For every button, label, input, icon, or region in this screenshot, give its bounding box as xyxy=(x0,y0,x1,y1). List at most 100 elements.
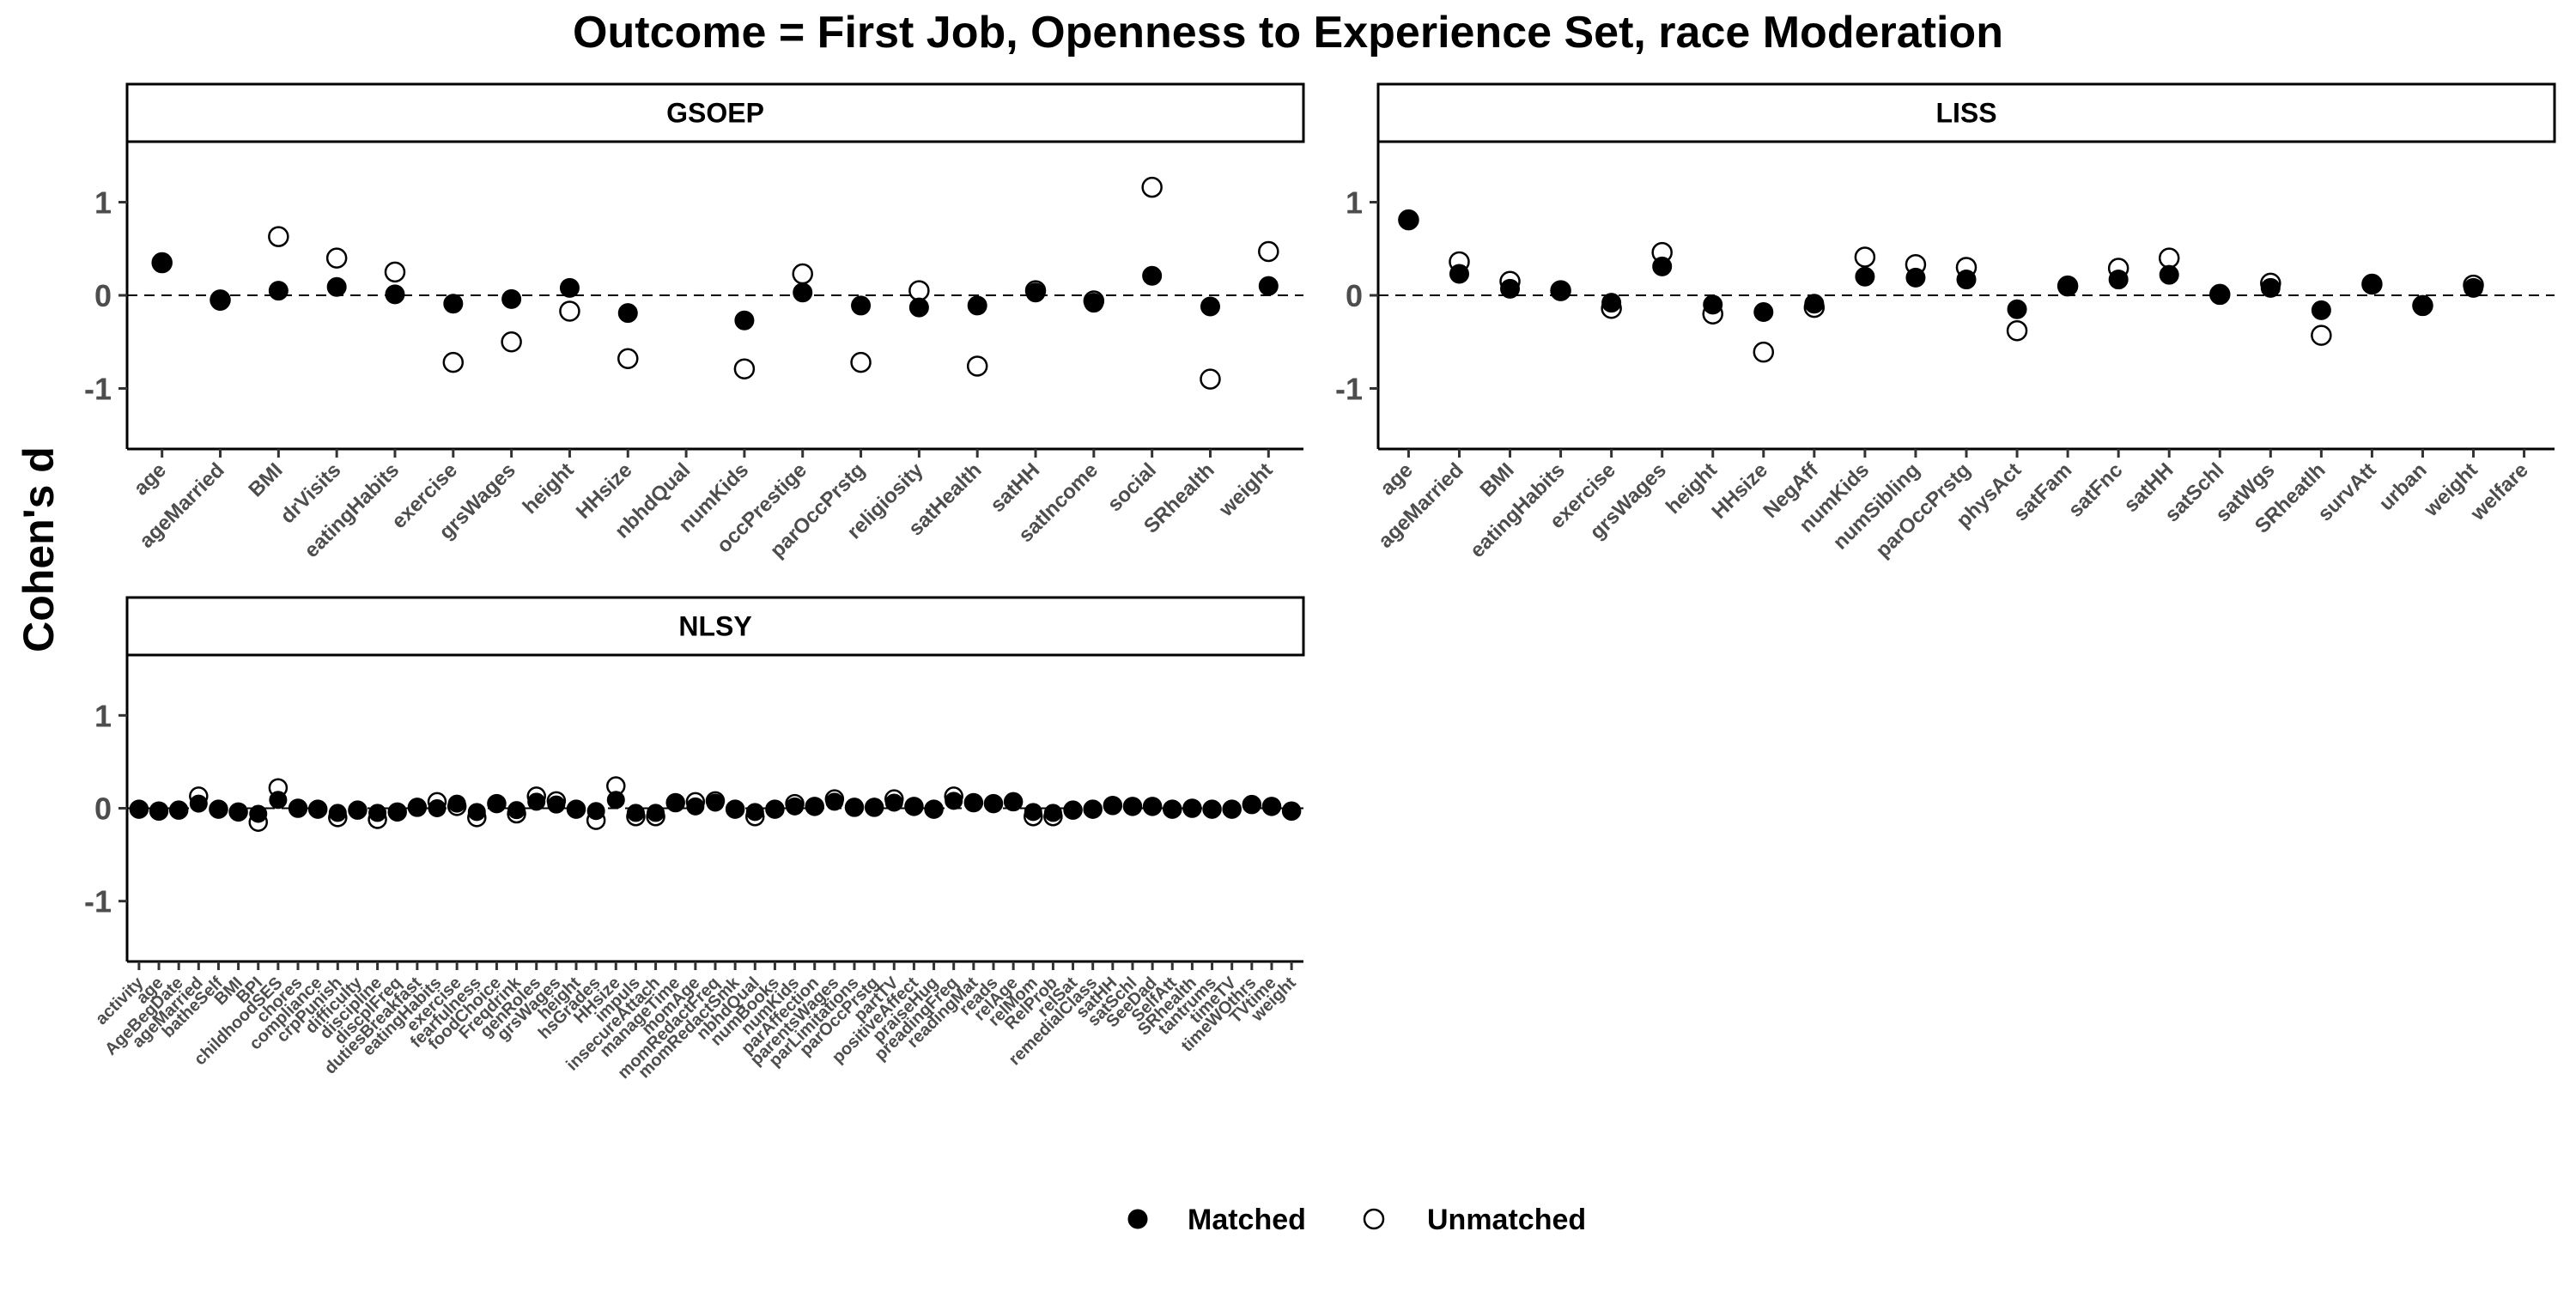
point-matched xyxy=(1123,797,1142,816)
point-unmatched xyxy=(1854,246,1876,268)
point-matched xyxy=(606,791,625,810)
x-tick-label: age xyxy=(1376,458,1417,500)
point-matched xyxy=(793,282,813,303)
point-matched xyxy=(726,800,744,819)
point-unmatched xyxy=(2311,325,2332,346)
point-matched xyxy=(1223,800,1242,819)
strip-label: NLSY xyxy=(678,611,751,642)
point-matched xyxy=(1804,294,1825,314)
y-tick-label: -1 xyxy=(84,371,112,406)
point-matched xyxy=(1103,796,1122,815)
point-matched xyxy=(1398,209,1419,230)
strip-background xyxy=(125,82,1305,143)
point-matched xyxy=(408,798,427,816)
point-matched xyxy=(152,252,173,273)
point-matched xyxy=(1182,799,1201,817)
x-tick-label: social xyxy=(1103,458,1161,516)
point-unmatched xyxy=(1141,176,1163,198)
point-matched xyxy=(626,804,645,822)
point-matched xyxy=(447,794,466,813)
point-matched xyxy=(2311,300,2331,320)
point-matched xyxy=(130,800,149,819)
point-unmatched xyxy=(908,280,930,301)
point-matched xyxy=(2464,277,2484,298)
point-matched xyxy=(559,277,580,298)
point-matched xyxy=(210,291,231,312)
point-unmatched xyxy=(442,351,465,373)
point-matched xyxy=(1043,804,1062,822)
x-tick-label: height xyxy=(519,458,579,519)
point-matched xyxy=(1084,293,1104,313)
point-matched xyxy=(1282,802,1301,821)
point-matched xyxy=(825,792,844,811)
y-tick-label: -1 xyxy=(1335,371,1363,406)
point-matched xyxy=(1064,801,1083,820)
point-matched xyxy=(1703,294,1723,315)
legend-key-unmatched xyxy=(1363,1208,1385,1230)
point-matched xyxy=(1262,797,1281,816)
legend: Matched Unmatched xyxy=(1127,1204,1586,1236)
point-matched xyxy=(765,800,784,819)
point-matched xyxy=(1855,266,1875,287)
point-unmatched xyxy=(268,226,289,247)
point-matched xyxy=(1004,792,1023,811)
strip-label: LISS xyxy=(1935,98,1996,129)
point-matched xyxy=(786,797,805,816)
point-matched xyxy=(745,803,764,822)
point-matched xyxy=(1601,293,1622,313)
point-matched xyxy=(501,288,522,309)
legend-key-matched xyxy=(1127,1209,1148,1229)
point-matched xyxy=(527,792,546,811)
x-tick-label: BMI xyxy=(244,458,287,501)
point-matched xyxy=(1203,800,1222,819)
point-unmatched xyxy=(1258,240,1279,263)
point-matched xyxy=(2412,295,2433,316)
point-matched xyxy=(1025,282,1046,303)
point-matched xyxy=(2209,284,2230,305)
point-matched xyxy=(1143,797,1162,816)
point-matched xyxy=(1905,267,1926,288)
point-unmatched xyxy=(2006,319,2028,342)
point-matched xyxy=(308,800,327,819)
point-matched xyxy=(209,800,228,819)
point-unmatched xyxy=(733,358,756,379)
x-tick-label: weight xyxy=(1214,458,1278,522)
point-matched xyxy=(388,803,407,822)
point-matched xyxy=(845,798,864,816)
point-matched xyxy=(507,801,526,820)
point-matched xyxy=(368,804,387,822)
point-matched xyxy=(1956,270,1977,290)
point-matched xyxy=(567,800,586,819)
point-matched xyxy=(1142,265,1163,286)
point-matched xyxy=(666,793,685,812)
point-matched xyxy=(289,799,307,817)
point-matched xyxy=(269,791,288,810)
point-matched xyxy=(1652,256,1673,276)
point-unmatched xyxy=(792,263,813,285)
point-matched xyxy=(1258,276,1279,296)
strip-background xyxy=(125,596,1305,657)
x-tick-label: age xyxy=(130,458,171,500)
point-matched xyxy=(1753,302,1774,323)
point-matched xyxy=(865,798,884,816)
point-matched xyxy=(149,802,168,821)
point-matched xyxy=(1084,800,1103,819)
chart-title: Outcome = First Job, Openness to Experie… xyxy=(573,8,2003,58)
legend-label-matched: Matched xyxy=(1188,1204,1306,1236)
y-tick-label: 0 xyxy=(94,278,112,313)
point-matched xyxy=(428,799,447,817)
x-tick-label: HHsize xyxy=(1707,458,1772,524)
point-matched xyxy=(851,295,872,316)
y-axis-label: Cohen's d xyxy=(15,446,63,652)
point-matched xyxy=(385,284,405,305)
legend-label-unmatched: Unmatched xyxy=(1427,1204,1586,1236)
y-tick-label: 1 xyxy=(94,185,112,221)
point-matched xyxy=(487,794,506,813)
point-matched xyxy=(734,310,755,331)
point-unmatched xyxy=(325,247,348,269)
